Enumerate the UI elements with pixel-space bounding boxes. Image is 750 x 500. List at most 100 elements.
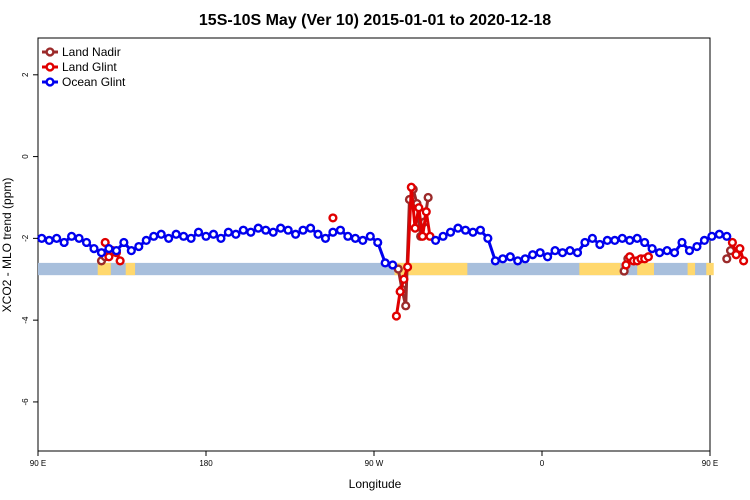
- data-point: [373, 237, 383, 248]
- y-axis-label: XCO2 - MLO trend (ppm): [0, 178, 14, 313]
- data-point: [104, 243, 114, 254]
- data-point: [727, 237, 738, 248]
- x-tick-label: 90 E: [30, 459, 46, 468]
- series-land-glint: [100, 182, 749, 321]
- data-point: [343, 231, 353, 241]
- data-point: [475, 225, 486, 235]
- data-point: [535, 248, 545, 258]
- data-point: [96, 248, 107, 258]
- x-tick-label: 0: [540, 459, 545, 468]
- data-point: [66, 231, 77, 241]
- x-tick-label: 90 E: [702, 459, 718, 468]
- data-point: [328, 227, 338, 237]
- data-point: [453, 223, 463, 233]
- data-point: [520, 254, 530, 264]
- legend-entry: Ocean Glint: [42, 75, 126, 89]
- data-point: [692, 241, 702, 252]
- data-point: [193, 227, 204, 237]
- data-point: [490, 256, 500, 266]
- data-point: [100, 237, 110, 248]
- data-point: [735, 243, 745, 254]
- data-point: [141, 235, 151, 246]
- y-tick-label: 2: [21, 72, 30, 77]
- series-line: [394, 187, 432, 317]
- data-point: [231, 229, 241, 239]
- data-point: [216, 233, 226, 243]
- x-axis-ticks: 90 E 180 90 W 0 90 E: [30, 451, 718, 468]
- data-point: [460, 225, 471, 235]
- data-point: [399, 274, 409, 284]
- data-point: [421, 207, 431, 217]
- data-point: [610, 235, 620, 246]
- data-point: [335, 225, 346, 235]
- data-point: [74, 233, 84, 243]
- data-point: [186, 233, 196, 243]
- data-point: [126, 246, 136, 256]
- data-point: [414, 203, 424, 213]
- data-point: [714, 229, 724, 239]
- data-point: [423, 192, 433, 203]
- data-point: [445, 227, 456, 237]
- data-point: [208, 229, 219, 239]
- data-point: [468, 227, 478, 237]
- legend-marker: [45, 47, 55, 57]
- legend-marker: [45, 62, 55, 72]
- data-point: [44, 235, 54, 246]
- data-point: [438, 231, 448, 241]
- data-point: [291, 229, 301, 239]
- y-tick-label: -2: [21, 234, 30, 242]
- land-band-segment: [579, 262, 621, 276]
- data-point: [669, 248, 680, 258]
- data-point: [171, 229, 181, 239]
- data-point: [179, 231, 189, 241]
- data-point: [572, 248, 583, 258]
- data-point: [104, 252, 114, 262]
- land-band-segment: [706, 262, 714, 276]
- data-point: [677, 237, 687, 248]
- data-point: [365, 231, 375, 241]
- data-point: [201, 231, 211, 241]
- data-point: [699, 235, 710, 246]
- data-point: [261, 225, 271, 235]
- land-band-segment: [687, 262, 696, 276]
- data-point: [350, 233, 360, 243]
- data-point: [89, 243, 99, 254]
- data-point: [602, 235, 612, 246]
- data-point: [498, 254, 508, 264]
- land-band-segment: [637, 262, 654, 276]
- data-point: [395, 286, 405, 297]
- legend-label: Ocean Glint: [62, 75, 126, 89]
- data-point: [640, 237, 650, 248]
- data-point: [707, 231, 717, 241]
- data-point: [731, 250, 741, 260]
- data-point: [643, 252, 654, 262]
- data-point: [431, 235, 441, 246]
- data-point: [580, 237, 590, 248]
- x-axis-label: Longitude: [349, 477, 402, 491]
- land-band-segment: [394, 262, 468, 276]
- series-line: [434, 226, 728, 263]
- series-layer: [37, 182, 749, 321]
- data-point: [320, 233, 331, 243]
- data-point: [550, 246, 560, 256]
- data-point: [417, 231, 428, 241]
- legend-label: Land Glint: [62, 60, 117, 74]
- data-point: [59, 237, 69, 248]
- data-point: [647, 243, 657, 254]
- data-point: [528, 250, 538, 260]
- ocean-band: [38, 262, 710, 276]
- data-point: [298, 225, 308, 235]
- data-point: [587, 233, 598, 243]
- legend-entry: Land Glint: [42, 60, 117, 74]
- data-point: [684, 246, 695, 256]
- data-point: [513, 256, 523, 266]
- y-tick-label: 0: [21, 154, 30, 159]
- y-tick-label: -6: [21, 398, 30, 406]
- land-ocean-band: [38, 262, 714, 276]
- data-point: [119, 237, 129, 248]
- data-point: [358, 235, 368, 246]
- data-point: [542, 252, 553, 262]
- y-axis-ticks: 2 0 -2 -4 -6: [21, 72, 38, 405]
